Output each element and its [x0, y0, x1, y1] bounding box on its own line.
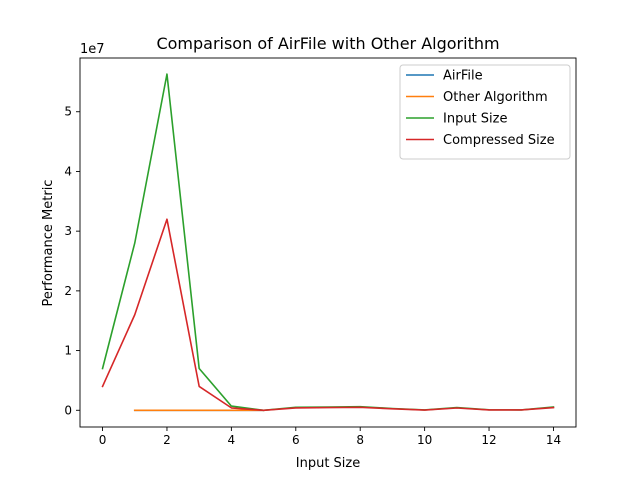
- y-axis-offset-label: 1e7: [80, 42, 105, 57]
- legend-label-3: Compressed Size: [443, 133, 555, 148]
- y-tick-label-3: 3: [64, 224, 72, 238]
- x-tick-label-1: 2: [163, 433, 171, 447]
- y-tick-label-1: 1: [64, 344, 72, 358]
- series-layer: [101, 73, 555, 412]
- x-tick-label-6: 12: [481, 433, 496, 447]
- x-tick-label-0: 0: [99, 433, 107, 447]
- legend-label-2: Input Size: [443, 112, 507, 127]
- legend-label-1: Other Algorithm: [443, 90, 548, 105]
- x-tick-label-5: 10: [417, 433, 432, 447]
- x-axis-label: Input Size: [296, 456, 360, 471]
- series-line-3: [101, 218, 555, 412]
- chart-title: Comparison of AirFile with Other Algorit…: [156, 34, 499, 53]
- legend-box: [399, 64, 571, 160]
- y-tick-label-4: 4: [64, 164, 72, 178]
- legend: AirFile Other Algorithm Input Size Compress…: [399, 64, 571, 160]
- y-tick-label-5: 5: [64, 105, 72, 119]
- x-tick-label-7: 14: [546, 433, 561, 447]
- y-axis-label: Performance Metric: [41, 180, 56, 307]
- legend-label-0: AirFile: [443, 69, 483, 84]
- x-tick-label-3: 6: [292, 433, 300, 447]
- y-tick-label-0: 0: [64, 403, 72, 417]
- y-tick-label-2: 2: [64, 284, 72, 298]
- x-tick-label-4: 8: [356, 433, 364, 447]
- axes-frame: [79, 57, 577, 428]
- x-tick-label-2: 4: [228, 433, 236, 447]
